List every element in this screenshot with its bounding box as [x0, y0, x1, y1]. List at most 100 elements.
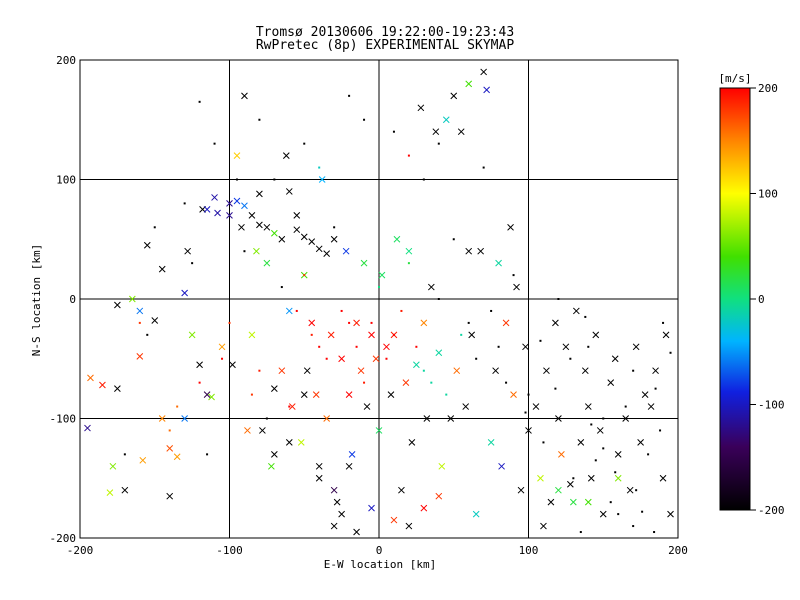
- data-point-x: [611, 355, 619, 363]
- data-point-dot: [146, 333, 149, 336]
- data-point-dot: [198, 100, 201, 103]
- data-point-x: [353, 528, 360, 536]
- data-point-x: [522, 343, 529, 351]
- data-point-x: [248, 211, 256, 219]
- colorbar-ticks: 200 100 0 -100 -200: [750, 82, 785, 517]
- data-point-x: [181, 289, 189, 297]
- data-point-dot: [557, 298, 560, 300]
- data-point-x: [390, 516, 398, 524]
- data-point-x: [587, 474, 595, 482]
- data-point-x: [569, 498, 577, 506]
- data-point-x: [114, 301, 121, 309]
- data-point-dot: [490, 309, 493, 312]
- data-point-x: [532, 403, 540, 410]
- colorbar-tick-label: 200: [758, 82, 778, 95]
- data-point-x: [438, 462, 446, 470]
- data-point-x: [300, 391, 308, 398]
- data-point-dot: [183, 202, 186, 205]
- data-point-dot: [340, 309, 343, 312]
- data-point-dot: [445, 393, 448, 396]
- data-point-x: [513, 283, 520, 291]
- data-point-x: [572, 307, 580, 315]
- data-point-dot: [191, 262, 194, 265]
- y-tick-label: -200: [50, 532, 77, 545]
- chart-subtitle: RwPretec (8p) EXPERIMENTAL SKYMAP: [256, 38, 514, 53]
- data-point-x: [525, 427, 532, 434]
- data-point-x: [338, 510, 345, 518]
- data-point-x: [417, 104, 425, 112]
- data-point-x: [330, 522, 338, 530]
- data-point-x: [457, 128, 465, 136]
- data-point-x: [465, 247, 473, 255]
- data-point-x: [203, 206, 211, 213]
- data-point-x: [241, 92, 248, 100]
- data-point-dot: [653, 531, 656, 534]
- colorbar: [719, 87, 751, 511]
- data-point-x: [214, 209, 221, 217]
- data-point-x: [184, 247, 191, 255]
- data-point-x: [270, 450, 278, 458]
- data-point-x: [667, 510, 674, 518]
- data-point-x: [567, 480, 574, 488]
- data-point-x: [263, 259, 271, 267]
- data-point-x: [256, 221, 263, 229]
- data-point-dot: [609, 501, 612, 504]
- data-point-dot: [123, 453, 126, 456]
- data-point-dot: [250, 393, 253, 396]
- data-point-dot: [198, 381, 201, 384]
- data-point-x: [87, 374, 94, 382]
- data-point-dot: [584, 315, 587, 318]
- data-point-dot: [363, 381, 366, 384]
- data-point-x: [637, 439, 644, 446]
- data-point-dot: [370, 321, 373, 324]
- data-point-x: [270, 385, 278, 392]
- data-point-x: [278, 235, 286, 243]
- data-point-x: [238, 223, 245, 231]
- data-point-dot: [602, 447, 605, 450]
- data-point-dot: [176, 405, 179, 408]
- data-point-dot: [635, 489, 638, 492]
- data-point-x: [233, 197, 241, 205]
- data-point-x: [181, 415, 189, 422]
- data-point-x: [121, 486, 129, 494]
- data-point-dot: [590, 423, 593, 426]
- data-point-dot: [467, 321, 470, 324]
- data-point-x: [312, 391, 320, 398]
- data-point-x: [442, 116, 450, 124]
- data-point-dot: [385, 357, 388, 360]
- data-point-x: [188, 331, 196, 339]
- x-axis-ticks: -200 -100 0 100 200: [67, 544, 688, 557]
- y-tick-label: 100: [56, 174, 76, 187]
- y-axis-ticks: -200 -100 0 100 200: [50, 54, 77, 545]
- data-point-dot: [303, 142, 306, 145]
- data-point-x: [584, 403, 592, 410]
- data-point-dot: [614, 471, 617, 474]
- data-point-x: [297, 439, 305, 446]
- data-point-dot: [318, 345, 321, 348]
- data-point-x: [552, 319, 559, 327]
- data-point-x: [353, 319, 360, 327]
- data-point-x: [268, 462, 275, 470]
- data-point-x: [408, 439, 416, 446]
- colorbar-tick-label: -200: [758, 504, 785, 517]
- data-point-x: [477, 247, 485, 255]
- data-point-dot: [542, 441, 545, 444]
- data-point-dot: [437, 142, 440, 145]
- data-point-x: [492, 367, 499, 375]
- data-point-x: [229, 361, 236, 369]
- data-point-dot: [258, 118, 261, 121]
- data-point-x: [584, 498, 592, 506]
- data-point-dot: [318, 166, 321, 169]
- data-point-x: [363, 403, 371, 410]
- data-point-x: [641, 391, 649, 398]
- x-tick-label: -100: [216, 544, 243, 557]
- data-point-dot: [594, 459, 597, 462]
- x-tick-label: 0: [376, 544, 383, 557]
- data-point-dot: [505, 381, 508, 384]
- chart-title: Tromsø 20130606 19:22:00-19:23:43: [256, 25, 514, 40]
- data-point-dot: [243, 250, 246, 253]
- data-point-x: [495, 259, 502, 267]
- data-point-x: [453, 367, 461, 375]
- data-point-x: [372, 355, 380, 363]
- data-point-dot: [153, 226, 156, 229]
